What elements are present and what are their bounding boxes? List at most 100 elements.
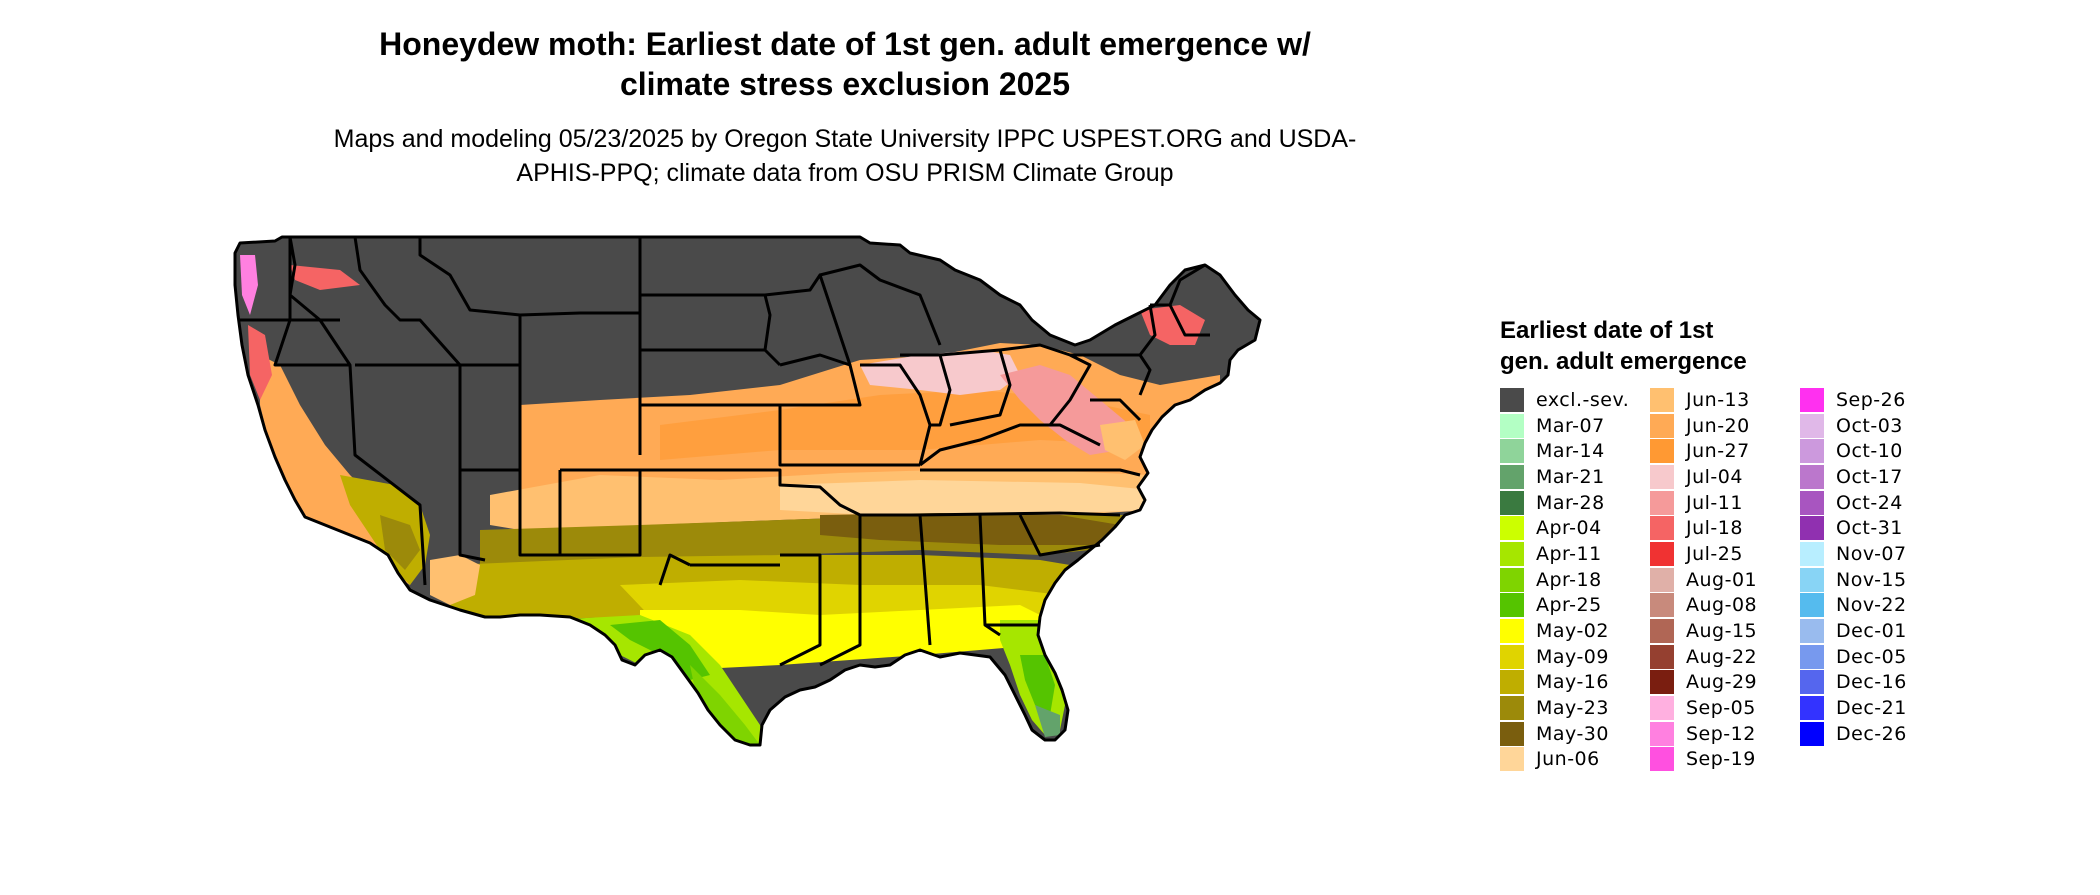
legend-label: May-23 bbox=[1536, 697, 1609, 720]
legend-item: Oct-31 bbox=[1800, 515, 1950, 541]
legend-swatch bbox=[1500, 670, 1524, 695]
legend-label: Oct-03 bbox=[1836, 414, 1903, 437]
legend-swatch bbox=[1800, 696, 1824, 721]
legend-swatch bbox=[1800, 567, 1824, 592]
legend-label: Oct-24 bbox=[1836, 491, 1903, 514]
legend-item: Sep-05 bbox=[1650, 695, 1800, 721]
legend-item: Mar-21 bbox=[1500, 464, 1650, 490]
legend-columns: excl.-sev. Mar-07 Mar-14 Mar-21 Mar-28 Apr-04… bbox=[1500, 387, 1950, 772]
legend-item: Nov-15 bbox=[1800, 567, 1950, 593]
legend-label: Oct-10 bbox=[1836, 440, 1903, 463]
legend-item: Jun-20 bbox=[1650, 413, 1800, 439]
legend-swatch bbox=[1800, 670, 1824, 695]
legend-label: Jul-25 bbox=[1686, 542, 1743, 565]
legend-item: Sep-12 bbox=[1650, 721, 1800, 747]
legend-item: Oct-17 bbox=[1800, 464, 1950, 490]
legend-swatch bbox=[1800, 541, 1824, 566]
legend-swatch bbox=[1500, 541, 1524, 566]
legend-swatch bbox=[1800, 413, 1824, 438]
map-legend: Earliest date of 1st gen. adult emergenc… bbox=[1500, 315, 1950, 772]
legend-swatch bbox=[1800, 387, 1824, 412]
legend-item: Dec-21 bbox=[1800, 695, 1950, 721]
legend-item: Jul-04 bbox=[1650, 464, 1800, 490]
legend-label: excl.-sev. bbox=[1536, 388, 1630, 411]
legend-swatch bbox=[1650, 644, 1674, 669]
legend-item: May-02 bbox=[1500, 618, 1650, 644]
legend-swatch bbox=[1500, 567, 1524, 592]
legend-swatch bbox=[1500, 619, 1524, 644]
legend-swatch bbox=[1800, 644, 1824, 669]
legend-swatch bbox=[1650, 413, 1674, 438]
legend-item: Oct-24 bbox=[1800, 490, 1950, 516]
legend-item: Apr-18 bbox=[1500, 567, 1650, 593]
legend-label: Jun-20 bbox=[1686, 414, 1750, 437]
legend-item: Sep-19 bbox=[1650, 747, 1800, 773]
legend-label: Dec-26 bbox=[1836, 722, 1907, 745]
legend-label: Jul-04 bbox=[1686, 465, 1743, 488]
legend-label: Sep-05 bbox=[1686, 697, 1756, 720]
legend-swatch bbox=[1650, 490, 1674, 515]
legend-label: Jul-18 bbox=[1686, 517, 1743, 540]
legend-swatch bbox=[1650, 516, 1674, 541]
legend-swatch bbox=[1650, 721, 1674, 746]
legend-label: May-09 bbox=[1536, 645, 1609, 668]
legend-swatch bbox=[1500, 644, 1524, 669]
legend-label: Aug-29 bbox=[1686, 671, 1758, 694]
legend-swatch bbox=[1500, 516, 1524, 541]
state-borders bbox=[233, 235, 1262, 747]
legend-label: May-30 bbox=[1536, 722, 1609, 745]
legend-label: Mar-14 bbox=[1536, 440, 1605, 463]
legend-item: May-09 bbox=[1500, 644, 1650, 670]
legend-item: Jul-18 bbox=[1650, 515, 1800, 541]
legend-label: Nov-15 bbox=[1836, 568, 1907, 591]
legend-item: Nov-07 bbox=[1800, 541, 1950, 567]
legend-item: Jul-25 bbox=[1650, 541, 1800, 567]
legend-item: May-30 bbox=[1500, 721, 1650, 747]
legend-label: Oct-31 bbox=[1836, 517, 1903, 540]
legend-swatch bbox=[1800, 464, 1824, 489]
legend-label: Nov-07 bbox=[1836, 542, 1907, 565]
legend-swatch bbox=[1650, 670, 1674, 695]
legend-label: Mar-07 bbox=[1536, 414, 1605, 437]
legend-column: Jun-13 Jun-20 Jun-27 Jul-04 Jul-11 Jul-18 Jul-… bbox=[1650, 387, 1800, 772]
legend-item: May-23 bbox=[1500, 695, 1650, 721]
legend-label: Aug-01 bbox=[1686, 568, 1758, 591]
legend-label: Jun-27 bbox=[1686, 440, 1750, 463]
map-header: Honeydew moth: Earliest date of 1st gen.… bbox=[260, 24, 1430, 190]
legend-swatch bbox=[1650, 696, 1674, 721]
legend-swatch bbox=[1500, 464, 1524, 489]
legend-label: May-16 bbox=[1536, 671, 1609, 694]
legend-item: Dec-16 bbox=[1800, 670, 1950, 696]
legend-label: Dec-05 bbox=[1836, 645, 1907, 668]
legend-item: Jun-06 bbox=[1500, 747, 1650, 773]
legend-item: Mar-14 bbox=[1500, 438, 1650, 464]
legend-item: Apr-04 bbox=[1500, 515, 1650, 541]
legend-item: Dec-05 bbox=[1800, 644, 1950, 670]
legend-swatch bbox=[1800, 619, 1824, 644]
legend-item: Dec-26 bbox=[1800, 721, 1950, 747]
legend-label: Mar-28 bbox=[1536, 491, 1605, 514]
legend-swatch bbox=[1500, 593, 1524, 618]
legend-label: May-02 bbox=[1536, 620, 1609, 643]
legend-item: Aug-15 bbox=[1650, 618, 1800, 644]
legend-label: Sep-12 bbox=[1686, 722, 1756, 745]
legend-item: Mar-28 bbox=[1500, 490, 1650, 516]
emergence-raster bbox=[235, 237, 1260, 745]
legend-swatch bbox=[1650, 439, 1674, 464]
legend-label: Apr-18 bbox=[1536, 568, 1602, 591]
legend-item: Jul-11 bbox=[1650, 490, 1800, 516]
legend-label: Aug-08 bbox=[1686, 594, 1758, 617]
legend-item: Jun-13 bbox=[1650, 387, 1800, 413]
legend-label: Apr-11 bbox=[1536, 542, 1602, 565]
legend-label: Mar-21 bbox=[1536, 465, 1605, 488]
legend-item: Aug-08 bbox=[1650, 593, 1800, 619]
legend-item: Dec-01 bbox=[1800, 618, 1950, 644]
legend-item: Apr-11 bbox=[1500, 541, 1650, 567]
map-title: Honeydew moth: Earliest date of 1st gen.… bbox=[379, 26, 1311, 102]
legend-label: Dec-16 bbox=[1836, 671, 1907, 694]
legend-swatch bbox=[1650, 747, 1674, 772]
legend-swatch bbox=[1500, 747, 1524, 772]
legend-item: Oct-10 bbox=[1800, 438, 1950, 464]
legend-label: Sep-19 bbox=[1686, 748, 1756, 771]
legend-swatch bbox=[1650, 464, 1674, 489]
